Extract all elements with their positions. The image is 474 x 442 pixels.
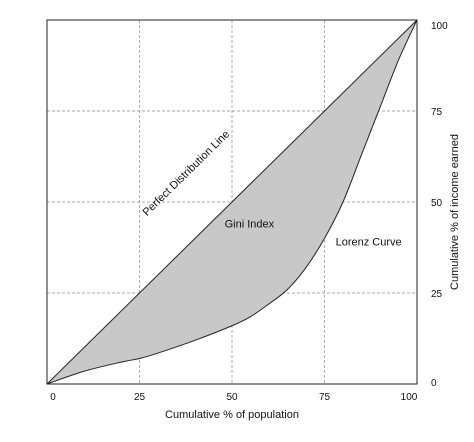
- perfect-distribution-line: [46, 19, 418, 385]
- gini-index-label: Gini Index: [225, 218, 275, 230]
- lorenz-curve-label: Lorenz Curve: [336, 237, 402, 249]
- y-tick-label-75: 75: [431, 107, 443, 118]
- y-tick-label-50: 50: [431, 198, 443, 209]
- x-tick-label-0: 0: [50, 392, 56, 403]
- perfect-distribution-label: Perfect Distribution Line: [141, 128, 233, 218]
- y-tick-label-0: 0: [431, 378, 437, 389]
- x-axis-ticks: 0 25 50 75 100: [50, 392, 418, 403]
- x-tick-label-100: 100: [401, 392, 418, 403]
- lorenz-curve-line: [46, 19, 418, 385]
- y-tick-label-25: 25: [431, 289, 443, 300]
- x-tick-label-50: 50: [226, 392, 238, 403]
- y-axis-ticks: 0 25 50 75 100: [431, 21, 448, 389]
- x-axis-title: Cumulative % of population: [165, 409, 299, 421]
- x-tick-label-75: 75: [319, 392, 331, 403]
- y-tick-label-100: 100: [431, 21, 448, 32]
- plot-frame: [46, 19, 418, 385]
- y-axis-title: Cumulative % of income earned: [449, 134, 461, 290]
- x-tick-label-25: 25: [134, 392, 146, 403]
